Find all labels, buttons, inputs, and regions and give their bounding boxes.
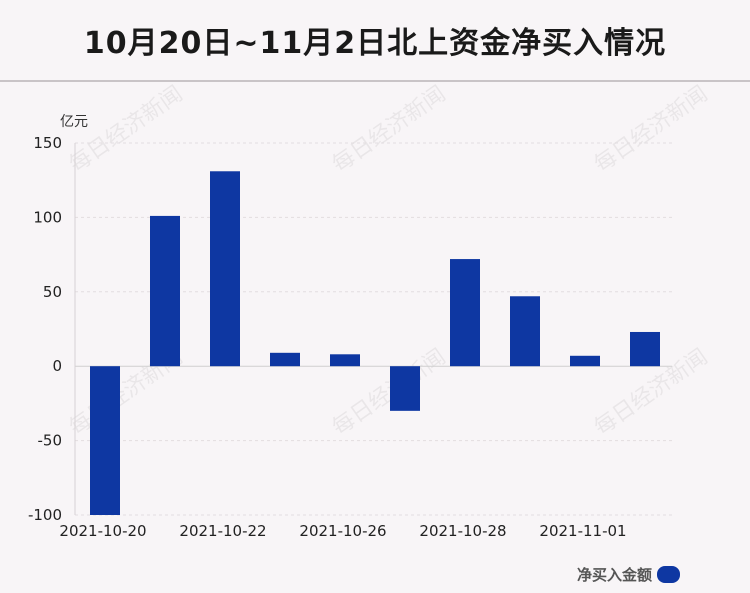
bar-series [90,171,660,515]
x-tick-label-6: 2021-10-28 [419,522,506,540]
x-tick-label-8: 2021-11-01 [539,522,626,540]
title-divider [0,80,750,82]
watermark-1: 每日经济新闻 [328,82,450,178]
x-tick-label-2: 2021-10-22 [179,522,266,540]
bar-2021-10-29 [510,296,540,367]
bar-2021-10-22 [210,171,240,367]
y-tick-label-4: -50 [38,432,63,450]
x-axis-labels: 2021-10-20 2021-10-22 2021-10-26 2021-10-28… [59,522,626,540]
y-axis: 150 100 50 0 -50 -100 [28,134,76,524]
y-tick-label-5: -100 [28,506,62,524]
y-tick-label-2: 50 [43,283,62,301]
bar-2021-10-20 [90,366,120,515]
bar-2021-11-02 [630,331,660,367]
y-tick-label-0: 150 [33,134,62,152]
watermark-2: 每日经济新闻 [590,82,712,178]
y-tick-label-1: 100 [33,208,62,226]
x-tick-label-0: 2021-10-20 [59,522,146,540]
y-tick-label-3: 0 [52,357,62,375]
legend-label: 净买入金额 [577,565,653,584]
legend-swatch [657,565,681,583]
bar-2021-10-26 [330,354,360,367]
chart-title: 10月20日~11月2日北上资金净买入情况 [83,26,667,61]
bar-2021-10-25 [270,352,300,367]
bar-2021-10-28 [450,259,480,367]
bar-2021-11-01 [570,355,600,367]
y-axis-unit-label: 亿元 [60,114,88,130]
x-tick-label-4: 2021-10-26 [299,522,386,540]
legend: 净买入金额 [577,563,681,585]
bar-2021-10-27 [390,366,420,411]
bar-2021-10-21 [150,215,180,367]
